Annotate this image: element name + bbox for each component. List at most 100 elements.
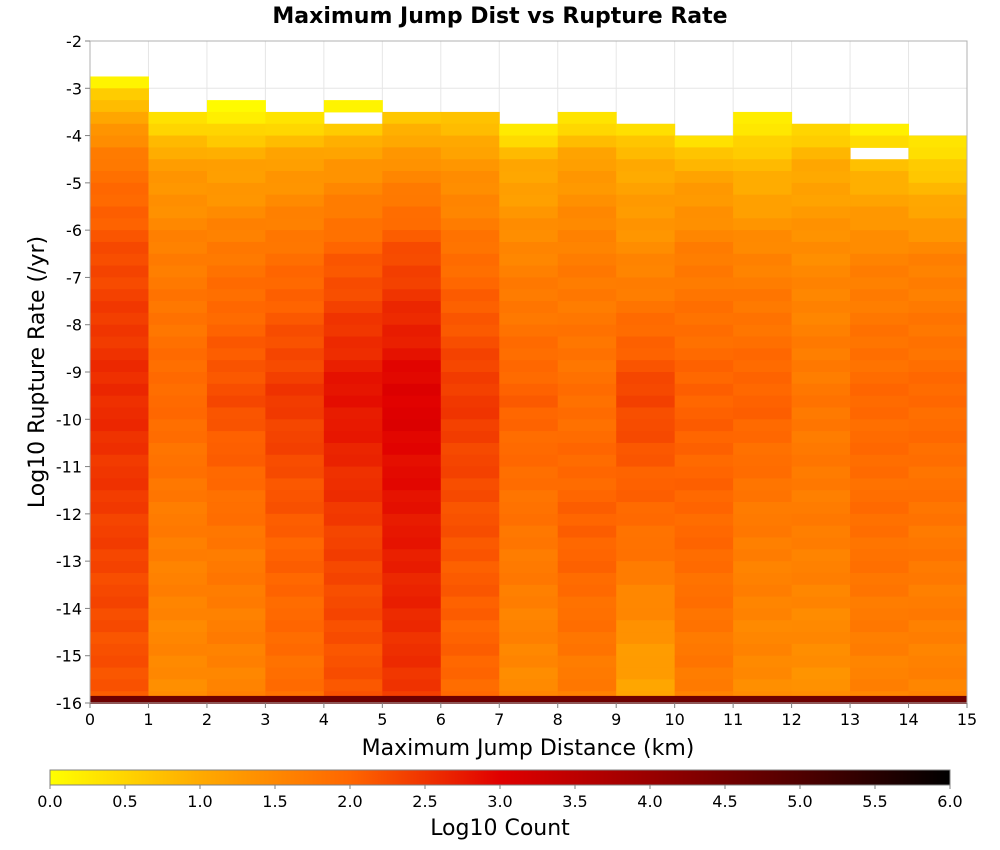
heatmap-cell xyxy=(440,301,500,314)
heatmap-cell xyxy=(733,596,793,609)
heatmap-cell xyxy=(908,620,968,633)
heatmap-cell xyxy=(323,525,383,538)
heatmap-cell xyxy=(382,596,442,609)
heatmap-cell xyxy=(850,312,910,326)
heatmap-cell xyxy=(265,312,325,326)
heatmap-cell xyxy=(791,265,851,278)
heatmap-cell xyxy=(90,100,149,113)
heatmap-cell xyxy=(908,478,968,491)
heatmap-cell xyxy=(674,324,734,338)
heatmap-cell xyxy=(499,206,559,219)
heatmap-cell xyxy=(908,348,968,361)
heatmap-cell xyxy=(908,513,968,527)
heatmap-cell xyxy=(90,466,149,479)
heatmap-cell xyxy=(674,431,734,444)
heatmap-cell xyxy=(382,584,442,598)
heatmap-cell xyxy=(90,596,149,609)
heatmap-cell xyxy=(616,171,676,184)
heatmap-cell xyxy=(440,348,500,361)
heatmap-cell xyxy=(908,194,968,207)
heatmap-cell xyxy=(908,159,968,172)
heatmap-cell xyxy=(265,289,325,302)
heatmap-cell xyxy=(440,111,500,125)
heatmap-cell xyxy=(382,135,442,148)
heatmap-cell xyxy=(674,336,734,349)
heatmap-cell xyxy=(674,206,734,219)
heatmap-cell xyxy=(148,289,208,302)
heatmap-cell xyxy=(499,596,559,609)
heatmap-cell xyxy=(206,135,266,148)
heatmap-cell xyxy=(90,407,149,420)
heatmap-cell xyxy=(499,159,559,172)
heatmap-cell xyxy=(440,584,500,598)
heatmap-cell xyxy=(674,147,734,160)
heatmap-cell xyxy=(382,265,442,278)
heatmap-cell xyxy=(499,549,559,562)
heatmap-cell xyxy=(908,537,968,550)
heatmap-cell xyxy=(499,265,559,278)
heatmap-cell xyxy=(148,537,208,550)
heatmap-cell xyxy=(791,182,851,196)
heatmap-cell xyxy=(148,431,208,444)
heatmap-cell xyxy=(382,206,442,219)
heatmap-cell xyxy=(90,218,149,231)
heatmap-cell xyxy=(557,549,617,562)
heatmap-cell xyxy=(382,643,442,657)
heatmap-cell xyxy=(265,360,325,373)
heatmap-cell xyxy=(206,182,266,196)
heatmap-cell xyxy=(557,111,617,125)
colorbar-tick-label: 3.0 xyxy=(487,792,512,811)
x-axis-title: Maximum Jump Distance (km) xyxy=(362,736,695,761)
heatmap-cell xyxy=(499,147,559,160)
heatmap-cell xyxy=(850,301,910,314)
heatmap-cell xyxy=(557,537,617,550)
heatmap-cell xyxy=(148,301,208,314)
heatmap-cell xyxy=(557,620,617,633)
heatmap-cell xyxy=(265,608,325,621)
heatmap-cell xyxy=(265,407,325,420)
heatmap-cell xyxy=(791,194,851,207)
heatmap-cell xyxy=(382,253,442,267)
y-tick-label: -4 xyxy=(66,127,82,146)
heatmap-cell xyxy=(908,584,968,598)
heatmap-cell xyxy=(323,608,383,621)
heatmap-cell xyxy=(90,301,149,314)
heatmap-cell xyxy=(850,336,910,349)
heatmap-cell xyxy=(206,478,266,491)
heatmap-cell xyxy=(440,655,500,669)
heatmap-cell xyxy=(323,466,383,479)
heatmap-cell xyxy=(265,431,325,444)
heatmap-cell xyxy=(440,230,500,243)
heatmap-cell xyxy=(499,419,559,432)
heatmap-cell xyxy=(616,407,676,420)
heatmap-cell xyxy=(206,289,266,302)
heatmap-cell xyxy=(499,360,559,373)
heatmap-cell xyxy=(265,572,325,586)
heatmap-cell xyxy=(323,159,383,172)
heatmap-cell xyxy=(323,643,383,657)
heatmap-cell xyxy=(206,241,266,255)
heatmap-cell xyxy=(265,655,325,669)
heatmap-cell xyxy=(323,620,383,633)
heatmap-cell xyxy=(499,324,559,338)
heatmap-cell xyxy=(90,608,149,621)
heatmap-cell xyxy=(323,584,383,598)
heatmap-cell xyxy=(382,419,442,432)
heatmap-cell xyxy=(908,241,968,255)
heatmap-cell xyxy=(90,442,149,456)
x-tick-label: 15 xyxy=(957,710,977,729)
heatmap-cell xyxy=(206,419,266,432)
heatmap-cell xyxy=(557,206,617,219)
heatmap-cell xyxy=(382,230,442,243)
heatmap-cell xyxy=(616,360,676,373)
heatmap-cell xyxy=(90,502,149,515)
heatmap-cell xyxy=(499,171,559,184)
heatmap-cell xyxy=(499,502,559,515)
heatmap-cell xyxy=(90,159,149,172)
heatmap-cell xyxy=(908,431,968,444)
heatmap-cell xyxy=(616,431,676,444)
heatmap-cell xyxy=(440,289,500,302)
heatmap-cell xyxy=(557,277,617,290)
heatmap-cell xyxy=(557,596,617,609)
heatmap-cell xyxy=(382,561,442,574)
